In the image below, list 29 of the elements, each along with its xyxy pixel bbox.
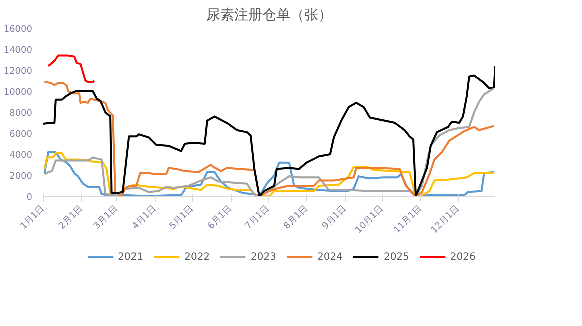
legend-label: 2026 (450, 252, 476, 262)
y-tick-label: 6000 (10, 130, 33, 140)
y-tick-label: 2000 (10, 172, 33, 182)
legend-label: 2021 (118, 252, 144, 262)
legend-label: 2024 (318, 252, 343, 262)
y-tick-label: 12000 (4, 67, 33, 77)
x-tick-label: 5月1日 (168, 204, 196, 232)
y-tick-label: 0 (26, 193, 33, 203)
y-tick-label: 14000 (4, 46, 33, 56)
legend-label: 2023 (251, 252, 276, 262)
x-tick-label: 1月1日 (19, 204, 48, 232)
x-tick-label: 2月1日 (58, 204, 86, 232)
legend-label: 2025 (384, 252, 410, 262)
x-tick-label: 3月1日 (92, 204, 120, 232)
legend-label: 2022 (184, 252, 210, 262)
x-tick-label: 7月1日 (244, 204, 272, 232)
y-tick-label: 16000 (4, 25, 33, 35)
x-tick-label: 8月1日 (282, 204, 310, 232)
x-tick-label: 10月1日 (354, 204, 386, 236)
line-series (47, 54, 96, 84)
chart-title: 尿素注册仓单（张） (206, 8, 332, 24)
x-tick-label: 12月1日 (430, 204, 462, 236)
x-tick-label: 6月1日 (206, 204, 235, 232)
x-tick-label: 9月1日 (320, 204, 349, 232)
y-tick-label: 10000 (4, 88, 33, 98)
x-tick-label: 11月1日 (392, 204, 425, 236)
y-tick-label: 8000 (10, 109, 33, 119)
x-tick-label: 4月1日 (130, 204, 159, 232)
y-tick-label: 4000 (10, 151, 33, 161)
